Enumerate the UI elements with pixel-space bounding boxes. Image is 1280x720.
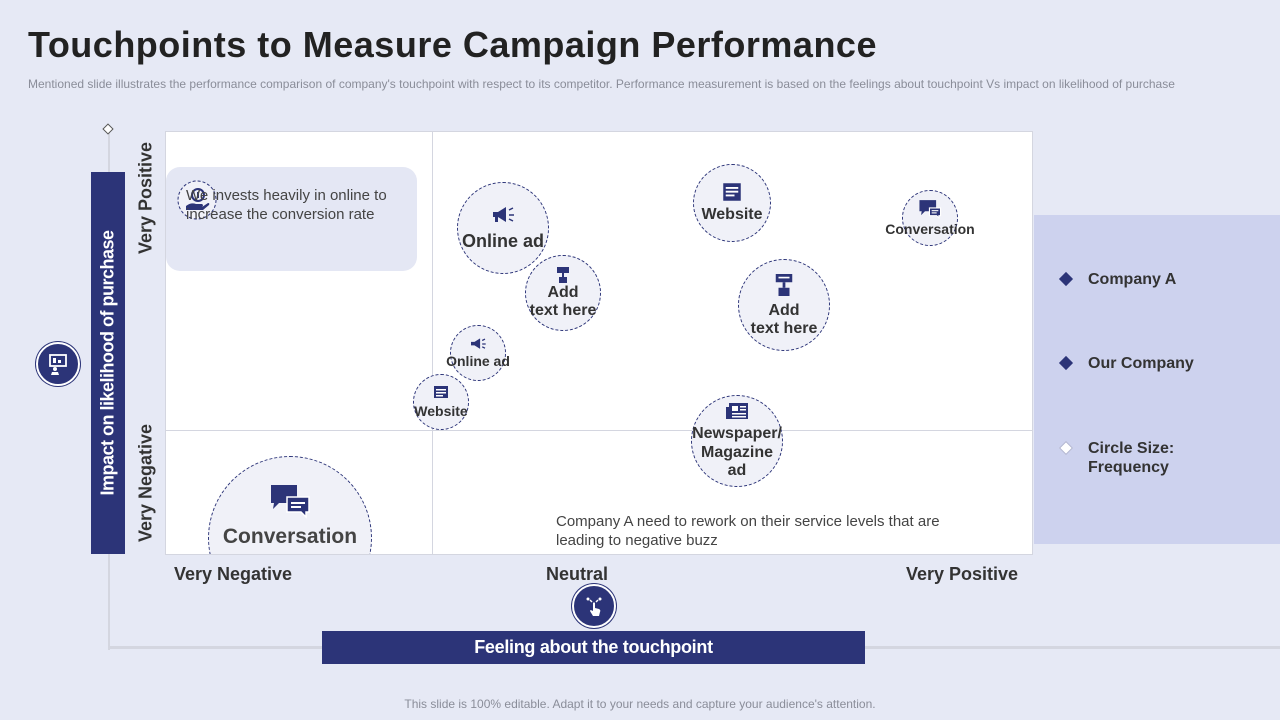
bubble-label: Website: [701, 205, 763, 223]
negative-buzz-note: Company A need to rework on their servic…: [556, 513, 940, 549]
bubble-website-large: Website: [693, 164, 771, 242]
legend-marker: [1058, 355, 1074, 371]
bubble-label: Conversation: [885, 220, 975, 237]
bubble-conversation-large: Conversation: [208, 456, 372, 554]
quadrant-chart: We invests heavily in online to increase…: [165, 131, 1033, 555]
bubble-label: Online ad: [446, 352, 510, 369]
presentation-icon: [36, 342, 80, 386]
browser-icon: [433, 385, 449, 399]
y-axis-title: Impact on likelihood of purchase: [97, 230, 118, 496]
x-axis-label-neutral: Neutral: [546, 564, 609, 584]
legend-item-circle-size: Circle Size: Frequency: [1058, 439, 1208, 477]
browser-icon: [722, 182, 742, 202]
y-axis-top-label: Very Positive: [135, 141, 156, 255]
bubble-conversation-small: Conversation: [885, 190, 975, 246]
y-axis-bottom-label: Very Negative: [135, 423, 156, 543]
bubble-add-text-left: Add text here: [525, 255, 601, 331]
legend: Company A Our Company Circle Size: Frequ…: [1034, 215, 1280, 544]
bubble-label: Website: [414, 402, 468, 419]
x-axis-label-very-positive: Very Positive: [906, 564, 1019, 584]
page-title: Touchpoints to Measure Campaign Performa…: [28, 24, 877, 65]
callout-text: We invests heavily in online to increase…: [186, 187, 387, 223]
legend-label: Our Company: [1088, 355, 1194, 372]
bubble-label: Add text here: [529, 283, 597, 319]
bubble-label: Add text here: [750, 301, 818, 337]
bubble-newspaper: Newspaper/ Magazine ad: [691, 395, 783, 487]
legend-marker: [1058, 440, 1074, 456]
footer-note: This slide is 100% editable. Adapt it to…: [404, 697, 876, 711]
chat-icon: [269, 483, 311, 519]
x-axis-title-bar: Feeling about the touchpoint: [322, 631, 865, 664]
megaphone-icon: [469, 337, 487, 351]
axis-end-diamond: [102, 123, 114, 135]
y-axis-title-bar: [91, 172, 125, 554]
x-axis-label-very-negative: Very Negative: [174, 564, 293, 584]
bubble-label: Newspaper/ Magazine ad: [692, 425, 782, 480]
neutral-gridline: [432, 132, 433, 554]
sign-icon: [555, 266, 571, 284]
money-hand-icon: [177, 180, 217, 220]
sign-icon: [773, 272, 795, 298]
touch-icon: [572, 584, 616, 628]
legend-marker: [1058, 271, 1074, 287]
bubble-label: Online ad: [461, 230, 544, 251]
legend-item-our-company: Our Company: [1058, 354, 1208, 373]
megaphone-icon: [491, 205, 515, 225]
bubble-add-text-right: Add text here: [738, 259, 830, 351]
bubble-label: Conversation: [222, 525, 358, 548]
newspaper-icon: [725, 401, 749, 421]
legend-item-company-a: Company A: [1058, 270, 1208, 289]
legend-label: Company A: [1088, 271, 1177, 288]
bubble-website-small: Website: [413, 374, 469, 430]
legend-label: Circle Size: Frequency: [1088, 440, 1175, 476]
mid-gridline: [166, 430, 1032, 431]
page-subtitle: Mentioned slide illustrates the performa…: [28, 77, 1175, 91]
chat-icon: [918, 199, 942, 219]
bubble-online-ad-small: Online ad: [446, 325, 510, 381]
bubble-online-ad-large: Online ad: [457, 182, 549, 274]
